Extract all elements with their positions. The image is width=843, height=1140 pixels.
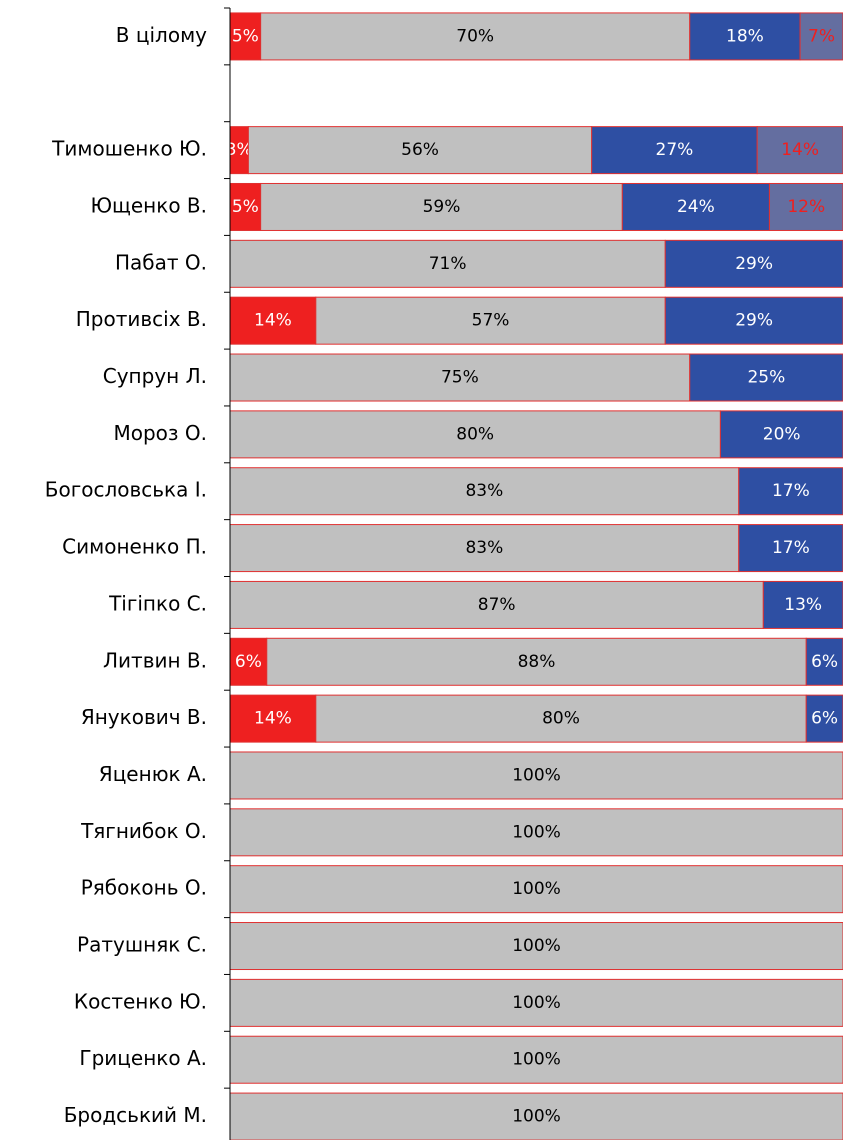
bar-segment	[799, 12, 843, 61]
data-label: 18%	[726, 26, 764, 46]
bar-segment	[805, 694, 843, 743]
data-label: 100%	[512, 822, 561, 842]
category-label: Костенко Ю.	[74, 989, 207, 1013]
category-label: Гриценко А.	[79, 1046, 207, 1070]
bar-segment	[738, 467, 843, 516]
category-label: В цілому	[116, 23, 207, 47]
category-label: Противсіх В.	[76, 307, 207, 331]
data-label: 100%	[512, 765, 561, 785]
bar-segment	[229, 694, 317, 743]
bar-segment	[229, 296, 317, 345]
bar-segment	[260, 12, 691, 61]
bar-segment	[229, 865, 843, 914]
bar-segment	[664, 296, 843, 345]
bar-segment	[266, 637, 807, 686]
category-label: Бродський М.	[64, 1103, 207, 1127]
bar-segment	[768, 182, 843, 231]
data-label: 75%	[441, 368, 479, 388]
data-label: 71%	[429, 254, 467, 274]
bar-segment	[591, 126, 758, 175]
bar-segment	[621, 182, 770, 231]
bar-segment	[664, 239, 843, 288]
category-label: Тимошенко Ю.	[51, 137, 207, 161]
data-label: 83%	[465, 538, 503, 558]
category-label: Ратушняк С.	[77, 933, 207, 957]
data-label: 7%	[808, 26, 835, 46]
bar-segment	[719, 410, 843, 459]
data-label: 57%	[472, 311, 510, 331]
data-label: 14%	[781, 140, 819, 160]
category-label: Пабат О.	[115, 250, 207, 274]
bar-segment	[229, 808, 843, 857]
data-label: 25%	[747, 368, 785, 388]
data-label: 27%	[656, 140, 694, 160]
data-label: 100%	[512, 1050, 561, 1070]
data-label: 24%	[677, 197, 715, 217]
data-label: 29%	[735, 311, 773, 331]
bar-segment	[762, 580, 843, 629]
data-label: 6%	[235, 652, 262, 672]
category-label: Яценюк А.	[99, 762, 207, 786]
bar-segment	[689, 353, 843, 402]
data-label: 100%	[512, 879, 561, 899]
data-label: 14%	[254, 311, 292, 331]
category-label: Тягнибок О.	[80, 819, 207, 843]
data-label: 100%	[512, 1107, 561, 1127]
bar-segment	[229, 467, 740, 516]
data-label: 87%	[478, 595, 516, 615]
bar-segment	[229, 580, 764, 629]
data-label: 100%	[512, 993, 561, 1013]
bar-segment	[756, 126, 843, 175]
bar-segment	[229, 751, 843, 800]
bar-segment	[738, 524, 843, 573]
data-label: 59%	[423, 197, 461, 217]
category-label: Супрун Л.	[103, 364, 207, 388]
category-label: Литвин В.	[103, 648, 207, 672]
bar-segment	[805, 637, 843, 686]
data-label: 13%	[784, 595, 822, 615]
data-label: 6%	[811, 652, 838, 672]
bar-segment	[229, 1092, 843, 1140]
category-label: Янукович В.	[81, 705, 207, 729]
bar-segment	[229, 637, 268, 686]
data-label: 80%	[456, 424, 494, 444]
data-label: 80%	[542, 709, 580, 729]
category-label: Симоненко П.	[62, 535, 207, 559]
data-label: 20%	[763, 424, 801, 444]
category-label: Мороз О.	[113, 421, 207, 445]
data-label: 56%	[401, 140, 439, 160]
data-label: 70%	[456, 26, 494, 46]
data-label: 12%	[787, 197, 825, 217]
data-label: 100%	[512, 936, 561, 956]
bar-segment	[229, 410, 721, 459]
data-label: 88%	[518, 652, 556, 672]
category-label: Ющенко В.	[90, 193, 207, 217]
data-label: 14%	[254, 709, 292, 729]
category-label: Рябоконь О.	[81, 876, 207, 900]
data-label: 17%	[772, 538, 810, 558]
bar-segment	[247, 126, 593, 175]
bar-segment	[229, 1035, 843, 1084]
bar-segment	[315, 296, 666, 345]
bar-segment	[229, 978, 843, 1027]
data-label: 3%	[226, 140, 253, 160]
bar-segment	[689, 12, 801, 61]
data-label: 83%	[465, 481, 503, 501]
data-label: 17%	[772, 481, 810, 501]
bar-segment	[229, 922, 843, 971]
data-label: 5%	[232, 26, 259, 46]
category-label: Тігіпко С.	[108, 591, 207, 615]
data-label: 29%	[735, 254, 773, 274]
bar-segment	[260, 182, 623, 231]
category-label: Богословська І.	[45, 478, 207, 502]
data-label: 5%	[232, 197, 259, 217]
data-label: 6%	[811, 709, 838, 729]
